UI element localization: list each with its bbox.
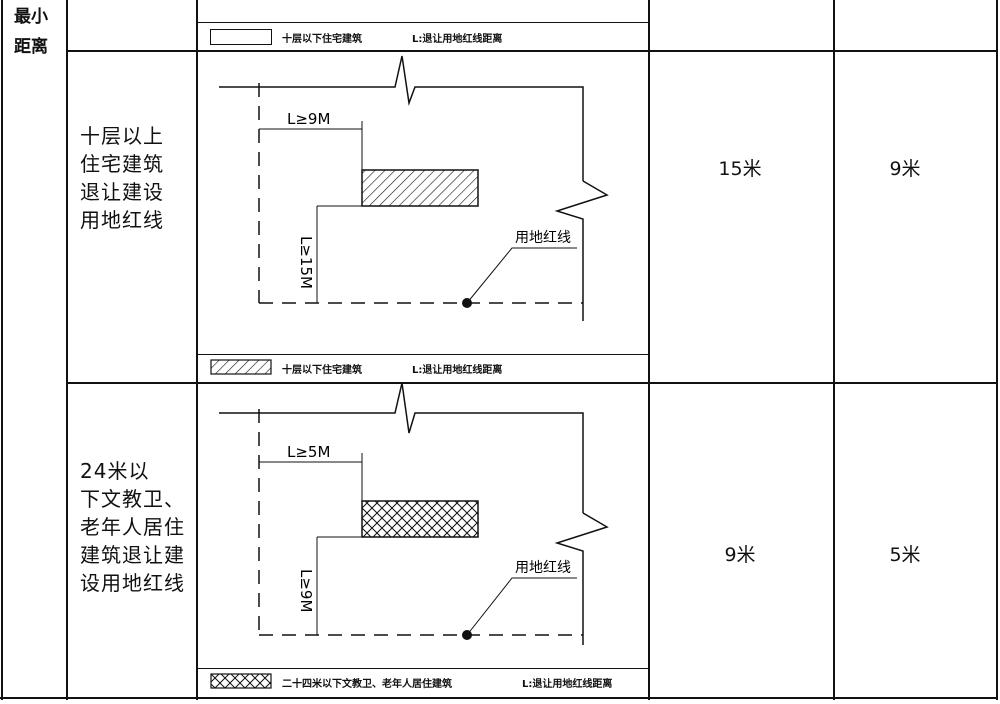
row1-vertical-label: L≥15M [297,236,315,289]
row2-title-line: 设用地红线 [80,571,185,595]
header-line-2: 距离 [14,37,48,57]
row2-title-line: 老年人居住 [80,515,185,539]
row1-value-a: 15米 [718,158,762,180]
row1-title: 十层以上 住宅建筑 退让建设 用地红线 [80,122,164,234]
row2-building-crosshatched [361,500,479,538]
header-cell: 最小 距离 [14,2,48,62]
row2-legend-distance: L:退让用地红线距离 [522,679,613,690]
row1-legend-building: 十层以下住宅建筑 [282,365,362,376]
row1-building-hatched [361,169,479,207]
row1-title-line: 退让建设 [80,180,164,204]
row1-boundary-top [219,55,584,181]
header-line-1: 最小 [14,7,48,27]
top-legend-building: 十层以下住宅建筑 [282,34,362,45]
row2-vertical-label: L≥9M [297,569,315,612]
row2-boundary-top [219,383,584,513]
table-border-right [996,0,998,700]
row2-legend-separator [197,668,648,669]
row1-legend-separator [197,354,648,355]
col-divider-2 [196,0,198,700]
row1-value-b: 9米 [889,158,921,180]
col-divider-3 [648,0,650,700]
row2-title: 24米以 下文教卫、 老年人居住 建筑退让建 设用地红线 [80,457,185,597]
col-divider-1 [66,0,68,700]
row1-title-line: 住宅建筑 [80,152,164,176]
row1-title-line: 十层以上 [80,124,164,148]
row1-title-line: 用地红线 [80,208,164,232]
row-divider-2 [66,382,998,384]
row1-legend-swatch [210,359,272,375]
row1-diagram: L≥9M L≥15M 用地红线 [219,55,609,321]
row2-title-line: 下文教卫、 [80,487,185,511]
row1-boundary-right-break [554,180,609,321]
row2-legend-swatch [210,673,272,689]
table-border-bottom [0,697,998,699]
row2-legend-building: 二十四米以下文教卫、老年人居住建筑 [282,679,452,690]
row2-value-b: 5米 [889,544,921,566]
top-legend-separator [197,22,648,23]
row-divider-1 [66,50,998,52]
row2-boundary-right-break [554,512,609,645]
top-legend-swatch-plain [210,29,272,45]
row2-title-line: 24米以 [80,459,150,483]
row2-redline-label: 用地红线 [515,560,571,576]
row1-redline-label: 用地红线 [515,230,571,246]
row2-value-a: 9米 [724,544,756,566]
row2-diagram: L≥5M L≥9M 用地红线 [219,383,609,645]
row2-title-line: 建筑退让建 [80,543,185,567]
top-legend-distance: L:退让用地红线距离 [412,34,503,45]
col-divider-4 [833,0,835,700]
table-border-left [1,0,3,700]
row1-horizontal-label: L≥9M [287,110,330,128]
row1-legend-distance: L:退让用地红线距离 [412,365,503,376]
row2-horizontal-label: L≥5M [287,443,330,461]
